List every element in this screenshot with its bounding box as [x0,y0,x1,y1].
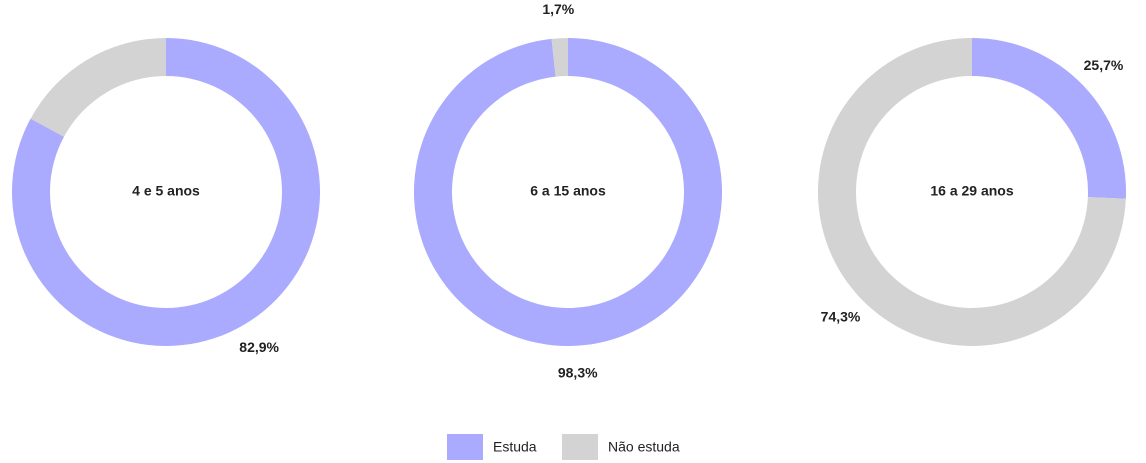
data-label: 1,7% [542,1,574,17]
donut-slice [972,38,1126,199]
chart-title: 16 a 29 anos [930,183,1013,199]
legend-label: Estuda [493,439,537,455]
data-label: 82,9% [239,339,279,355]
chart-title: 4 e 5 anos [132,183,200,199]
data-label: 25,7% [1084,57,1124,73]
legend-label: Não estuda [608,439,680,455]
data-label: 98,3% [558,364,598,380]
data-label: 74,3% [821,309,861,325]
donut-slice [30,38,166,137]
donut-slice [551,38,568,77]
chart-title: 6 a 15 anos [530,183,606,199]
legend-swatch [562,434,598,460]
legend-swatch [447,434,483,460]
